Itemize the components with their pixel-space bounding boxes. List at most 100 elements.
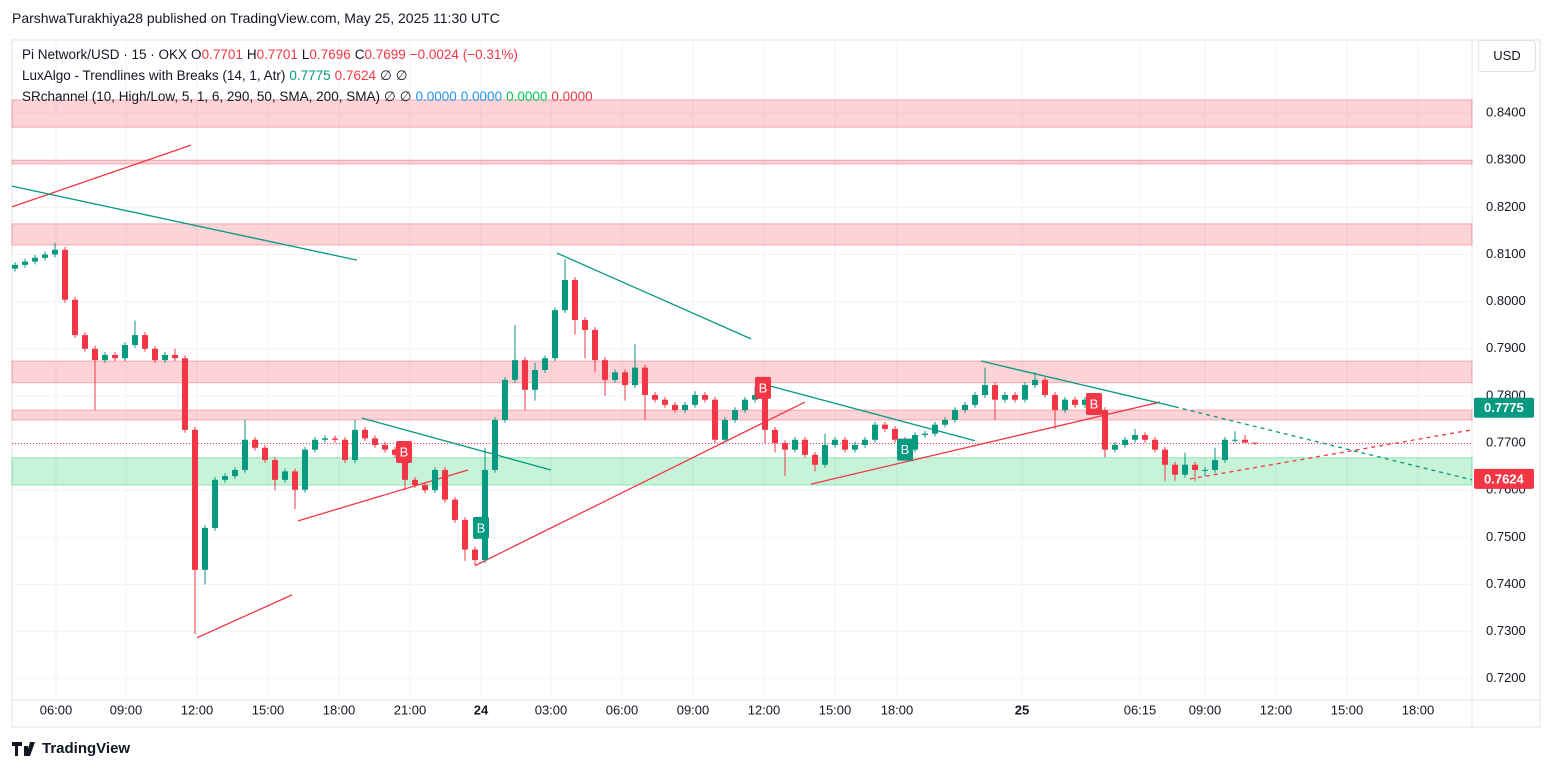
candle-body <box>262 447 268 461</box>
grid <box>12 40 1472 700</box>
candle-body <box>1062 399 1068 411</box>
y-tick-label: 0.7700 <box>1486 435 1526 450</box>
candle-body <box>142 335 148 349</box>
candle-body <box>802 439 808 455</box>
price-label: 0.7624 <box>1484 471 1525 486</box>
candle-body <box>602 360 608 380</box>
candle-body <box>172 354 178 359</box>
candle-body <box>1122 439 1128 445</box>
sr-zone <box>11 360 1473 384</box>
candle-body <box>1252 442 1258 444</box>
candle-body <box>692 394 698 405</box>
candle-body <box>312 439 318 450</box>
x-tick-label: 12:00 <box>1260 702 1293 717</box>
y-tick-label: 0.7400 <box>1486 576 1526 591</box>
candle-body <box>712 399 718 440</box>
break-label: B <box>759 380 768 395</box>
candle-body <box>1192 464 1198 470</box>
x-tick-label: 03:00 <box>535 702 568 717</box>
candle-body <box>852 444 858 450</box>
candle-body <box>732 410 738 420</box>
candle-body <box>192 429 198 570</box>
candle-body <box>232 469 238 477</box>
legend-row: LuxAlgo - Trendlines with Breaks (14, 1,… <box>22 65 597 86</box>
x-tick-label: 15:00 <box>819 702 852 717</box>
legend-item: O <box>191 47 202 62</box>
legend-item: 0.7699 <box>364 47 406 62</box>
break-marker <box>473 516 489 539</box>
x-tick-label: 12:00 <box>748 702 781 717</box>
candle-body <box>782 443 788 450</box>
candle-body <box>302 449 308 490</box>
candle-body <box>1052 394 1058 411</box>
price-label: 0.7775 <box>1484 400 1524 415</box>
candle-body <box>52 249 58 255</box>
candle-body <box>1242 439 1248 443</box>
candle-body <box>1152 439 1158 450</box>
legend-item: 0.0000 <box>551 89 593 104</box>
candle-body <box>682 404 688 411</box>
legend-item: 0.0000 <box>415 89 457 104</box>
candle-body <box>372 438 378 445</box>
candle-body <box>972 394 978 405</box>
candle-body <box>1022 385 1028 400</box>
candle-body <box>592 329 598 361</box>
candle-body <box>212 479 218 528</box>
trendline <box>810 401 1161 485</box>
candle-body <box>752 394 758 400</box>
candle-body <box>1112 444 1118 450</box>
x-tick-label: 09:00 <box>110 702 143 717</box>
candle-body <box>582 320 588 330</box>
legend-item: C <box>354 47 365 62</box>
legend-item: −0.0024 (−0.31%) <box>409 47 518 62</box>
y-tick-label: 0.8100 <box>1486 246 1526 261</box>
candle-body <box>42 254 48 258</box>
candle-body <box>62 249 68 300</box>
price-label-box <box>1474 468 1534 489</box>
trendline <box>11 144 192 208</box>
candle-body <box>1222 439 1228 461</box>
currency-button[interactable]: USD <box>1478 40 1536 72</box>
x-tick-label: 18:00 <box>1402 702 1435 717</box>
candle-body <box>102 354 108 361</box>
legend-item: 0.7624 <box>334 68 376 83</box>
candle-body <box>862 439 868 445</box>
candle-body <box>1102 410 1108 450</box>
candle-body <box>1032 379 1038 386</box>
candle-body <box>882 424 888 429</box>
candle-body <box>982 385 988 395</box>
candle-body <box>642 367 648 395</box>
candle-body <box>422 485 428 491</box>
candle-body <box>662 399 668 405</box>
candle-body <box>1212 460 1218 470</box>
candle-body <box>322 438 328 440</box>
legend-item: 0.7701 <box>256 47 298 62</box>
candle-body <box>162 354 168 361</box>
candle-body <box>442 469 448 500</box>
y-tick-label: 0.8200 <box>1486 199 1526 214</box>
candle-body <box>402 454 408 480</box>
candle-body <box>242 439 248 470</box>
candle-body <box>612 372 618 380</box>
x-tick-label: 15:00 <box>1331 702 1364 717</box>
legend-item: LuxAlgo - Trendlines with Breaks (14, 1,… <box>22 68 286 83</box>
x-tick-label: 06:00 <box>606 702 639 717</box>
break-label: B <box>477 520 486 535</box>
y-tick-label: 0.7300 <box>1486 623 1526 638</box>
break-label: B <box>901 442 910 457</box>
y-tick-label: 0.7900 <box>1486 340 1526 355</box>
candle-body <box>772 429 778 444</box>
candle-body <box>292 471 298 490</box>
y-tick-label: 0.7200 <box>1486 670 1526 685</box>
candle-body <box>562 279 568 311</box>
candle-body <box>382 444 388 450</box>
candle-body <box>1232 439 1238 441</box>
sr-zone <box>11 223 1473 246</box>
break-marker <box>396 441 412 464</box>
candle-body <box>702 394 708 400</box>
candle-body <box>82 335 88 349</box>
y-tick-label: 0.7500 <box>1486 529 1526 544</box>
trendline <box>1174 406 1473 481</box>
candle-body <box>132 335 138 346</box>
candle-body <box>332 438 338 440</box>
